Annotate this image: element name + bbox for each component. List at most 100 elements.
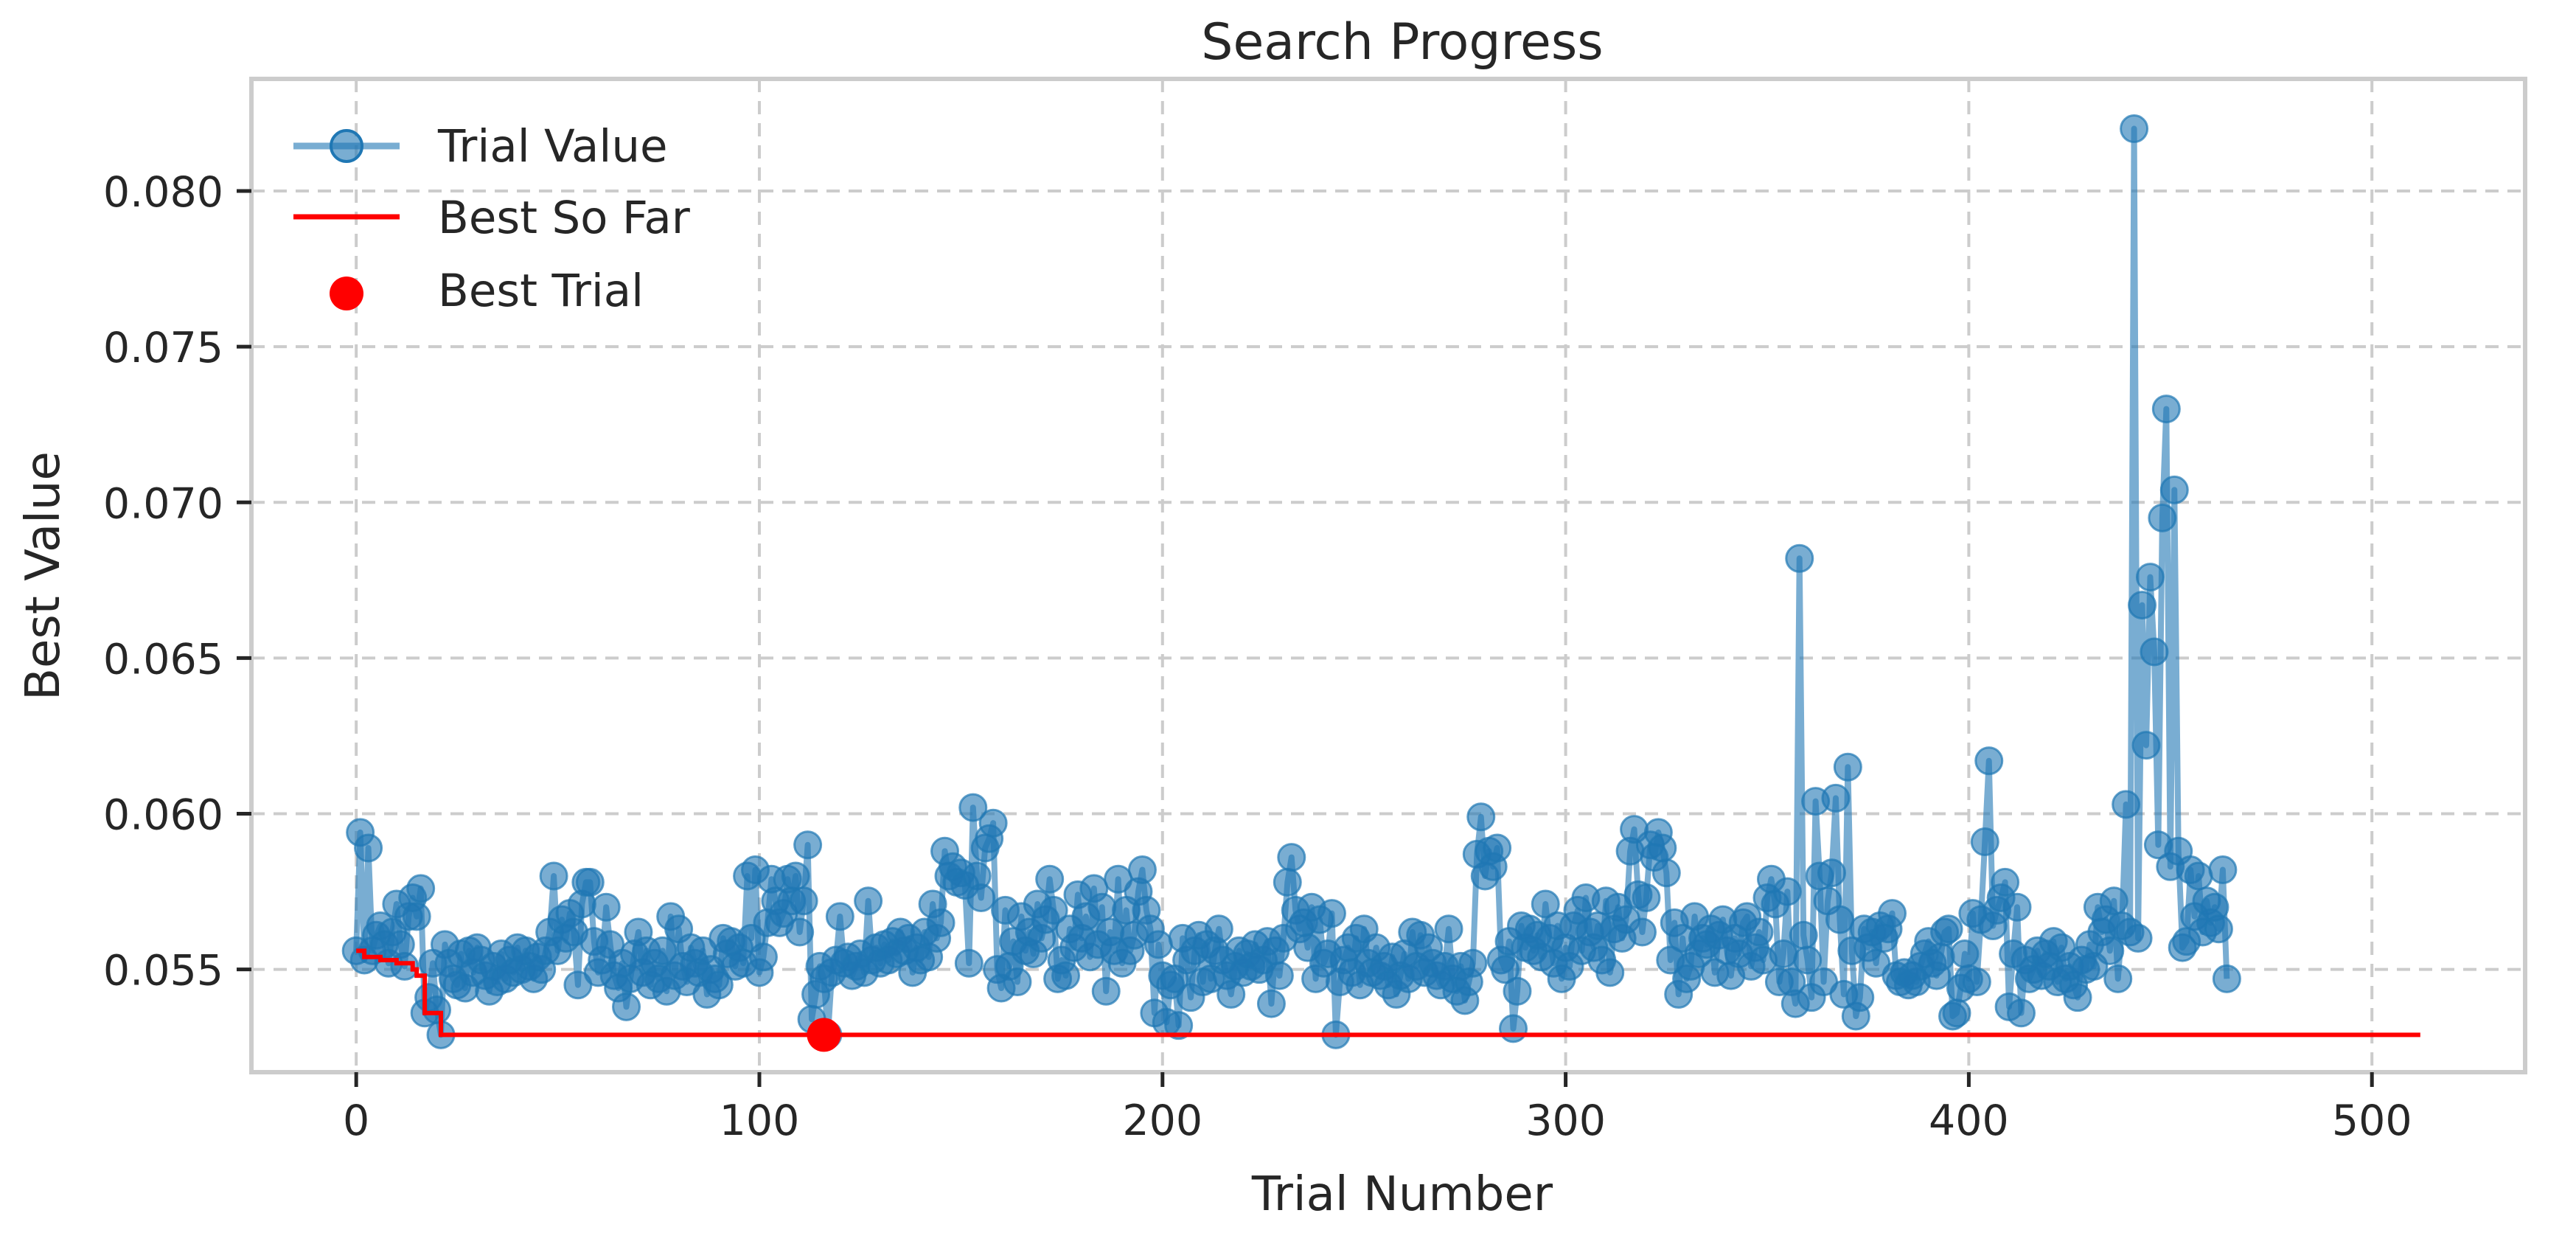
trial-point bbox=[958, 793, 988, 822]
trial-point bbox=[1051, 961, 1081, 990]
trial-point bbox=[1458, 948, 1488, 978]
trial-point bbox=[781, 861, 810, 891]
legend-label-trial-value: Trial Value bbox=[437, 120, 668, 173]
trial-point bbox=[1648, 833, 1677, 863]
best-trial-marker bbox=[807, 1018, 841, 1052]
trial-point bbox=[1503, 976, 1532, 1006]
trial-point bbox=[2135, 563, 2165, 592]
x-tick-label: 400 bbox=[1929, 1097, 2009, 1145]
trial-point bbox=[2063, 983, 2092, 1012]
trial-point bbox=[2159, 475, 2189, 504]
trial-point bbox=[2131, 731, 2161, 760]
trial-point bbox=[748, 942, 778, 972]
trial-point bbox=[1087, 892, 1117, 922]
trial-point bbox=[854, 886, 883, 916]
x-tick-label: 200 bbox=[1122, 1097, 1202, 1145]
trial-point bbox=[2006, 998, 2036, 1028]
legend: Trial Value Best So Far Best Trial bbox=[293, 120, 691, 317]
trial-point bbox=[825, 902, 854, 931]
trial-point bbox=[2151, 395, 2181, 424]
trial-point bbox=[1632, 883, 1661, 913]
trial-point bbox=[1216, 979, 1246, 1009]
legend-best-trial-marker bbox=[330, 277, 363, 310]
trial-point bbox=[1772, 877, 1802, 906]
trial-point bbox=[1483, 833, 1512, 863]
legend-label-best-trial: Best Trial bbox=[438, 265, 644, 317]
plot-area bbox=[341, 114, 2420, 1052]
trial-point bbox=[2002, 892, 2032, 922]
trial-point bbox=[1833, 752, 1862, 782]
trial-point bbox=[1785, 543, 1814, 573]
trial-point bbox=[2140, 637, 2169, 667]
trial-point bbox=[1204, 914, 1233, 944]
trial-point bbox=[1942, 998, 1971, 1028]
legend-trial-marker bbox=[330, 129, 363, 163]
trial-point bbox=[978, 808, 1008, 838]
trial-point bbox=[1256, 989, 1286, 1018]
x-tick-label: 300 bbox=[1525, 1097, 1606, 1145]
trial-point bbox=[2112, 790, 2141, 819]
trial-point bbox=[2148, 503, 2177, 532]
trial-point bbox=[704, 970, 734, 1000]
trial-point bbox=[1127, 855, 1157, 885]
tick-labels: 0 100 200 300 400 500 0.055 0.060 0.065 0.070 0.07… bbox=[103, 168, 2412, 1145]
trial-point bbox=[967, 883, 996, 913]
y-axis-label: Best Value bbox=[16, 451, 71, 701]
trial-point bbox=[1793, 945, 1823, 975]
trial-point bbox=[954, 948, 984, 978]
trial-point bbox=[1821, 783, 1851, 813]
y-tick-label: 0.060 bbox=[103, 791, 223, 840]
x-tick-label: 100 bbox=[720, 1097, 800, 1145]
trial-point bbox=[1164, 1011, 1194, 1040]
legend-label-best-so-far: Best So Far bbox=[438, 192, 691, 244]
trial-point bbox=[1264, 961, 1294, 990]
chart-title: Search Progress bbox=[1201, 13, 1603, 72]
best-so-far-line bbox=[356, 948, 2420, 1038]
trial-point bbox=[1499, 1014, 1528, 1043]
trial-point bbox=[402, 902, 431, 931]
trial-point bbox=[1789, 920, 1818, 950]
trial-point bbox=[1926, 942, 1955, 972]
trial-point bbox=[1466, 802, 1496, 832]
trial-point bbox=[591, 892, 621, 922]
trial-point bbox=[1035, 864, 1065, 894]
trial-point bbox=[1845, 983, 1875, 1012]
y-tick-label: 0.080 bbox=[103, 168, 223, 217]
trial-point bbox=[1962, 967, 1991, 997]
y-tick-label: 0.065 bbox=[103, 635, 223, 684]
trial-point bbox=[1991, 867, 2020, 897]
x-axis-label: Trial Number bbox=[1251, 1167, 1553, 1222]
trial-point bbox=[1277, 843, 1306, 872]
x-tick-label: 500 bbox=[2332, 1097, 2412, 1145]
trial-point bbox=[1825, 905, 1854, 934]
trial-point bbox=[1651, 858, 1681, 888]
x-tick-label: 0 bbox=[343, 1097, 369, 1145]
trial-point bbox=[1491, 955, 1520, 984]
trial-point bbox=[1434, 914, 1463, 944]
trial-point bbox=[1317, 899, 1346, 928]
trial-point bbox=[793, 830, 823, 860]
trial-point bbox=[1531, 889, 1560, 919]
trial-point bbox=[2099, 886, 2128, 916]
trial-point bbox=[1744, 917, 1774, 947]
trial-point bbox=[2208, 855, 2238, 885]
trial-point bbox=[2212, 964, 2241, 993]
trial-point bbox=[1817, 858, 1846, 888]
trial-point bbox=[1974, 746, 2004, 776]
trial-point bbox=[1878, 899, 1907, 928]
trial-point bbox=[406, 874, 436, 903]
trial-point bbox=[1143, 930, 1173, 959]
trial-point bbox=[1950, 939, 1980, 969]
trial-point bbox=[648, 936, 678, 965]
trial-point bbox=[539, 861, 568, 891]
trial-point bbox=[2103, 964, 2133, 993]
trial-point bbox=[1003, 967, 1032, 997]
trial-point bbox=[422, 995, 452, 1025]
trial-point bbox=[575, 867, 605, 897]
trial-point bbox=[1273, 867, 1302, 897]
trial-point bbox=[2095, 936, 2125, 965]
trial-point bbox=[789, 886, 818, 916]
y-tick-label: 0.075 bbox=[103, 324, 223, 372]
trial-point bbox=[612, 992, 641, 1021]
